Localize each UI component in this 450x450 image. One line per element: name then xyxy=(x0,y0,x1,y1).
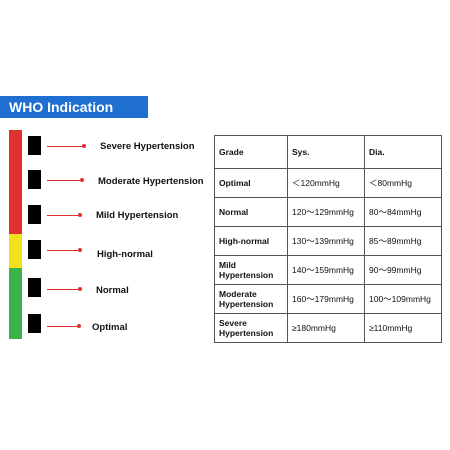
level-marker xyxy=(28,278,41,297)
grade-cell: Severe Hypertension xyxy=(214,313,288,343)
pointer-line xyxy=(47,326,77,327)
level-label-severe: Severe Hypertension xyxy=(100,141,195,152)
sys-cell: 130～139mmHg xyxy=(287,226,365,256)
bp-grade-table: Grade Sys. Dia. Optimal ＜120mmHg ＜80mmHg… xyxy=(214,135,442,343)
pointer-dot xyxy=(78,248,82,252)
table-row: Mild Hypertension 140～159mmHg 90～99mmHg xyxy=(214,255,442,285)
red-scale-segment xyxy=(9,130,22,234)
pointer-line xyxy=(47,146,82,147)
sys-cell: 120～129mmHg xyxy=(287,197,365,227)
yellow-scale-segment xyxy=(9,234,22,268)
column-header-dia: Dia. xyxy=(364,135,442,169)
pointer-dot xyxy=(80,178,84,182)
table-row: Moderate Hypertension 160～179mmHg 100～10… xyxy=(214,284,442,314)
table-header-row: Grade Sys. Dia. xyxy=(214,135,442,169)
level-marker xyxy=(28,136,41,155)
pointer-dot xyxy=(77,324,81,328)
dia-cell: ≥110mmHg xyxy=(364,313,442,343)
pointer-dot xyxy=(78,287,82,291)
column-header-grade: Grade xyxy=(214,135,288,169)
sys-cell: ≥180mmHg xyxy=(287,313,365,343)
level-label-optimal: Optimal xyxy=(92,322,128,333)
grade-cell: Moderate Hypertension xyxy=(214,284,288,314)
pointer-dot xyxy=(82,144,86,148)
sys-cell: 140～159mmHg xyxy=(287,255,365,285)
pointer-line xyxy=(47,215,78,216)
green-scale-segment xyxy=(9,268,22,339)
dia-cell: 100～109mmHg xyxy=(364,284,442,314)
pointer-line xyxy=(47,289,78,290)
table-row: Optimal ＜120mmHg ＜80mmHg xyxy=(214,168,442,198)
level-label-normal: Normal xyxy=(96,285,129,296)
pointer-dot xyxy=(78,213,82,217)
grade-cell: High-normal xyxy=(214,226,288,256)
level-marker xyxy=(28,205,41,224)
level-marker xyxy=(28,240,41,259)
level-label-mild: Mild Hypertension xyxy=(96,210,179,221)
level-marker xyxy=(28,170,41,189)
dia-cell: 85～89mmHg xyxy=(364,226,442,256)
table-row: Normal 120～129mmHg 80～84mmHg xyxy=(214,197,442,227)
dia-cell: 80～84mmHg xyxy=(364,197,442,227)
pointer-line xyxy=(47,180,80,181)
level-label-high-normal: High-normal xyxy=(97,249,153,260)
level-label-moderate: Moderate Hypertension xyxy=(98,176,204,187)
pointer-line xyxy=(47,250,78,251)
dia-cell: 90～99mmHg xyxy=(364,255,442,285)
table-row: Severe Hypertension ≥180mmHg ≥110mmHg xyxy=(214,313,442,343)
grade-cell: Optimal xyxy=(214,168,288,198)
column-header-sys: Sys. xyxy=(287,135,365,169)
grade-cell: Mild Hypertension xyxy=(214,255,288,285)
grade-cell: Normal xyxy=(214,197,288,227)
dia-cell: ＜80mmHg xyxy=(364,168,442,198)
level-marker xyxy=(28,314,41,333)
sys-cell: ＜120mmHg xyxy=(287,168,365,198)
table-row: High-normal 130～139mmHg 85～89mmHg xyxy=(214,226,442,256)
sys-cell: 160～179mmHg xyxy=(287,284,365,314)
who-indication-header: WHO Indication xyxy=(0,96,148,118)
